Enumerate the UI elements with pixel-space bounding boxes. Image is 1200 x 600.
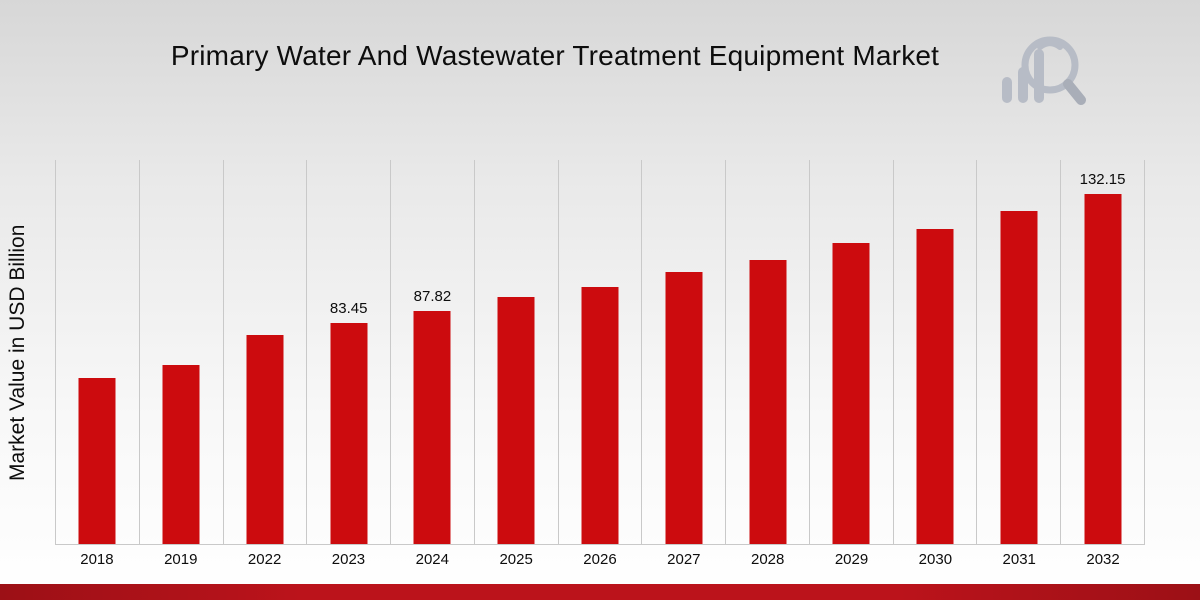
x-axis-label-2024: 2024 bbox=[415, 551, 449, 568]
x-axis-label-2028: 2028 bbox=[750, 551, 785, 568]
chart-column-2023: 83.45 bbox=[306, 160, 390, 544]
bar-2032: 132.15 bbox=[1080, 171, 1126, 544]
chart-column-2024: 87.82 bbox=[390, 160, 474, 544]
bar-2026 bbox=[581, 287, 619, 544]
x-axis-label-2022: 2022 bbox=[247, 551, 282, 568]
chart-column-2025 bbox=[473, 160, 558, 544]
chart-column-2030 bbox=[892, 160, 977, 544]
chart-column-2031 bbox=[976, 160, 1060, 544]
chart-column-2028 bbox=[725, 160, 809, 544]
x-axis-label-2032: 2032 bbox=[1086, 551, 1120, 568]
chart-column-2032: 132.15 bbox=[1060, 160, 1145, 544]
chart-column-2018 bbox=[55, 160, 139, 544]
chart-column-2027 bbox=[641, 160, 725, 544]
bar-2029 bbox=[832, 243, 870, 544]
bar-chart-magnifier-logo bbox=[988, 25, 1088, 117]
data-label-2023: 83.45 bbox=[329, 300, 368, 318]
data-label-2032: 132.15 bbox=[1079, 171, 1126, 189]
chart-column-2022 bbox=[222, 160, 307, 544]
bar-2030 bbox=[916, 229, 954, 544]
footer-accent-bar bbox=[0, 584, 1200, 600]
chart-column-2019 bbox=[138, 160, 223, 544]
plot-area: 83.45 87.82 132.15 bbox=[55, 160, 1145, 545]
chart-title: Primary Water And Wastewater Treatment E… bbox=[170, 40, 940, 71]
x-axis-label-2027: 2027 bbox=[667, 551, 701, 568]
logo-graphic bbox=[1002, 36, 1086, 105]
bar-2024: 87.82 bbox=[414, 288, 451, 544]
y-axis-title: Market Value in USD Billion bbox=[6, 224, 29, 481]
x-axis-label-2023: 2023 bbox=[331, 551, 366, 568]
chart-column-2029 bbox=[808, 160, 893, 544]
chart-column-2026 bbox=[557, 160, 642, 544]
bar-2019 bbox=[162, 364, 200, 544]
bar-2018 bbox=[78, 377, 116, 544]
x-axis-labels: 2018 2019 2022 2023 2024 2025 2026 2027 2028 2029… bbox=[55, 551, 1145, 568]
bar-2023: 83.45 bbox=[330, 300, 367, 544]
x-axis-label-2018: 2018 bbox=[80, 551, 114, 568]
bar-2031 bbox=[1000, 211, 1038, 544]
x-axis-label-2031: 2031 bbox=[1002, 551, 1036, 568]
x-axis-label-2019: 2019 bbox=[164, 551, 198, 568]
x-axis-label-2025: 2025 bbox=[499, 551, 533, 568]
bar-2028 bbox=[749, 260, 786, 544]
x-axis-label-2026: 2026 bbox=[583, 551, 617, 568]
x-axis-label-2029: 2029 bbox=[834, 551, 869, 568]
bar-2027 bbox=[665, 272, 703, 544]
bar-2025 bbox=[497, 297, 535, 544]
data-label-2024: 87.82 bbox=[413, 288, 452, 306]
x-axis-label-2030: 2030 bbox=[918, 551, 953, 568]
bar-2022 bbox=[246, 334, 284, 544]
